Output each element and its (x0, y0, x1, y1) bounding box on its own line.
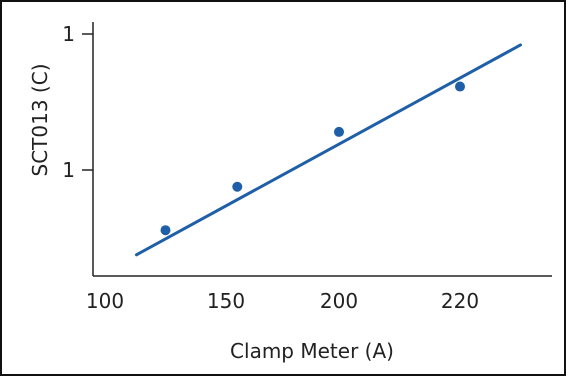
y-axis-title: SCT013 (C) (28, 64, 52, 177)
x-tick-label: 100 (86, 289, 124, 313)
x-tick-label: 200 (320, 289, 358, 313)
data-point (160, 225, 171, 236)
x-axis-title: Clamp Meter (A) (230, 339, 394, 363)
x-tick-label: 150 (207, 289, 245, 313)
y-tick-label: 1 (62, 158, 75, 182)
data-point (455, 81, 465, 92)
fit-line (134, 43, 522, 257)
y-tick-label: 1 (62, 22, 75, 46)
x-tick-label: 220 (441, 289, 479, 313)
data-point (232, 181, 243, 192)
data-point (334, 126, 344, 137)
